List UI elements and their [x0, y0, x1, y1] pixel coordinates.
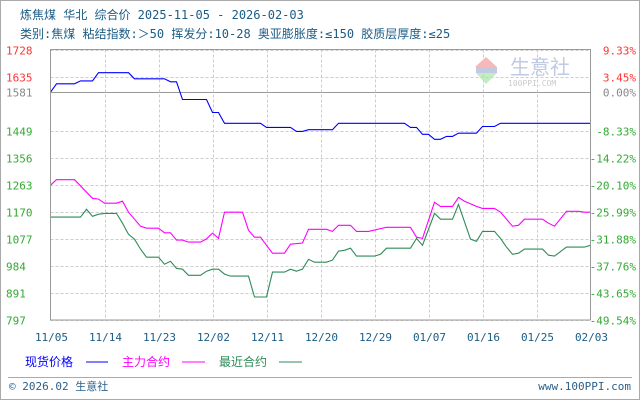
series-line-spot — [50, 72, 591, 140]
footer-site-link[interactable]: www.100PPI.com — [538, 380, 631, 393]
y-tick-label: 891 — [6, 288, 26, 301]
y-tick-label: 1635 — [6, 72, 33, 85]
x-tick-label: 11/23 — [143, 331, 176, 344]
x-axis: 11/05 11/14 11/23 12/02 12/11 12/20 12/29 01/07… — [35, 331, 608, 344]
x-tick-label: 11/14 — [89, 331, 122, 344]
legend-label-spot: 现货价格 — [25, 354, 73, 369]
y-tick-label: 1728 — [6, 45, 33, 58]
legend-label-nearest: 最近合约 — [219, 354, 267, 369]
x-tick-label: 12/02 — [197, 331, 230, 344]
y-tick-label: 1077 — [6, 234, 33, 247]
chart-subtitle: 类别:焦煤 粘结指数:＞50 挥发分:10-28 奥亚膨胀度:≤150 胶质层厚… — [20, 26, 450, 41]
y2-tick-label: -43.65% — [590, 288, 637, 301]
x-tick-label: 12/11 — [251, 331, 284, 344]
x-tick-label: 01/16 — [467, 331, 500, 344]
x-tick-label: 12/20 — [305, 331, 338, 344]
chart-title: 炼焦煤 华北 综合价 2025-11-05 - 2026-02-03 — [20, 7, 304, 22]
x-tick-label: 01/07 — [413, 331, 446, 344]
legend-label-main: 主力合约 — [122, 354, 170, 369]
y2-tick-label: -49.54% — [590, 315, 637, 328]
y2-tick-label: 0.00% — [603, 87, 636, 100]
footer-copyright: © 2026.02 生意社 — [9, 379, 108, 393]
y-axis-right: 9.33% 3.45% 0.00% -8.33% -14.22% -20.10% -25.9… — [590, 45, 637, 328]
y-tick-label: 1449 — [6, 126, 33, 139]
y2-tick-label: -31.88% — [590, 234, 637, 247]
y-axis-left: 1728 1635 1581 1449 1356 1263 1170 1077 984 891 79… — [6, 45, 33, 328]
series-line-nearest — [50, 202, 591, 298]
watermark-logo: 生意社 100PPI.COM — [475, 55, 570, 88]
series-lines — [50, 72, 591, 298]
watermark-brand: 生意社 — [510, 55, 570, 79]
logo-up-triangle — [475, 57, 497, 67]
y-tick-label: 1263 — [6, 180, 33, 193]
y2-tick-label: 9.33% — [603, 45, 636, 58]
y2-tick-label: -20.10% — [590, 180, 637, 193]
y2-tick-label: -25.99% — [590, 207, 637, 220]
logo-down-triangle — [476, 73, 497, 84]
y-tick-label: 1356 — [6, 153, 33, 166]
x-tick-label: 01/25 — [521, 331, 554, 344]
y-tick-label: 1170 — [6, 207, 33, 220]
x-tick-label: 12/29 — [359, 331, 392, 344]
y-tick-label: 797 — [6, 315, 26, 328]
plot-frame — [50, 49, 591, 321]
logo-ppi-band — [476, 67, 497, 73]
y2-tick-label: -37.76% — [590, 261, 637, 274]
grid — [50, 49, 591, 321]
y2-tick-label: 3.45% — [603, 72, 636, 85]
y2-tick-label: -8.33% — [596, 126, 636, 139]
legend: 现货价格 主力合约 最近合约 — [25, 354, 302, 369]
x-tick-label: 11/05 — [35, 331, 68, 344]
series-line-main — [50, 179, 591, 254]
y-tick-label: 1581 — [6, 87, 33, 100]
y2-tick-label: -14.22% — [590, 153, 637, 166]
watermark-site: 100PPI.COM — [508, 79, 556, 88]
y-tick-label: 984 — [6, 261, 26, 274]
x-tick-label: 02/03 — [575, 331, 608, 344]
